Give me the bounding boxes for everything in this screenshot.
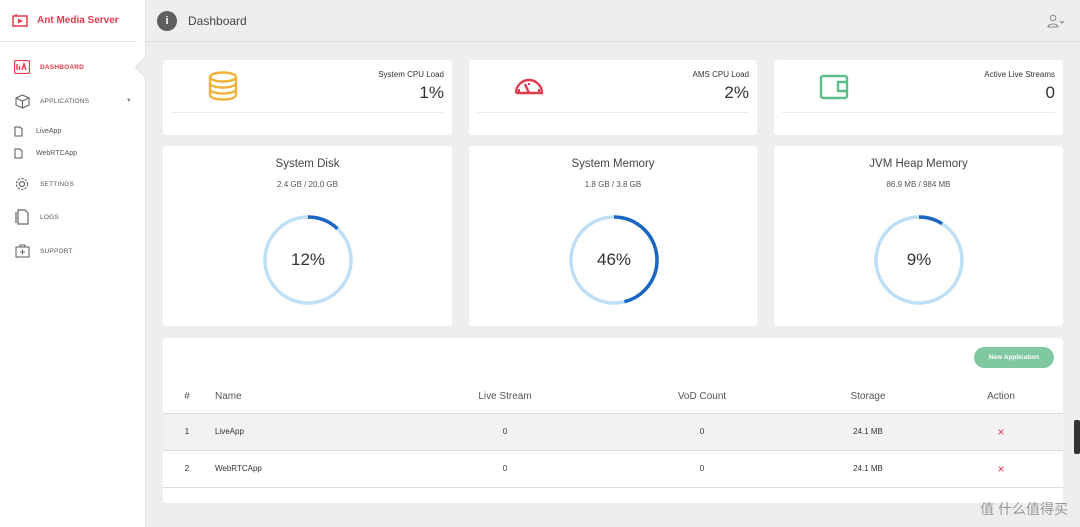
gauge-fill [569,215,659,305]
info-button[interactable]: i [157,10,177,31]
stat-card-system-cpu: System CPU Load 1% [163,60,452,135]
stat-label: System CPU Load [378,70,444,79]
row-divider [163,487,1063,488]
cell-storage: 24.1 MB [853,464,883,473]
gear-icon [14,176,30,192]
gauge-title: System Memory [571,158,655,170]
cell-name: LiveApp [215,427,244,436]
cube-icon [14,93,30,109]
new-application-button[interactable]: New Application [974,347,1054,368]
nav-label: DASHBOARD [40,63,85,71]
column-header-index: # [184,391,190,402]
wallet-icon [819,74,849,100]
sidebar-app-label: WebRTCApp [36,150,77,157]
cell-vod-count: 0 [699,427,705,436]
cell-vod-count: 0 [699,464,705,473]
column-header-name: Name [215,391,242,402]
gauge-fill [874,215,964,305]
nav-settings[interactable]: SETTINGS [0,176,146,192]
nav-logs[interactable]: LOGS [0,209,146,225]
nav-applications[interactable]: APPLICATIONS ▼ [0,93,146,109]
brand-logo[interactable]: Ant Media Server [0,0,137,42]
user-menu-icon[interactable] [1047,14,1065,28]
cell-index: 2 [184,464,190,473]
stat-card-live-streams: Active Live Streams 0 [774,60,1063,135]
gauge-value: 12% [290,250,326,269]
divider [171,112,444,113]
gauge-value: 9% [906,250,932,269]
cell-storage: 24.1 MB [853,427,883,436]
nav-support[interactable]: SUPPORT [0,243,146,259]
table-row[interactable]: 2 WebRTCApp 0 0 24.1 MB × [163,451,1063,487]
page-title: Dashboard [188,13,247,28]
nav-label: APPLICATIONS [40,97,90,105]
nav-label: LOGS [40,213,59,221]
gauge-subtitle: 2.4 GB / 20.0 GB [277,180,338,189]
speedometer-icon [514,78,544,95]
stat-label: Active Live Streams [984,70,1055,79]
gauge-subtitle: 1.8 GB / 3.8 GB [584,180,642,189]
file-icon [14,148,24,159]
gauge-card-system-memory: System Memory 1.8 GB / 3.8 GB 46% [469,146,757,326]
table-row[interactable]: 1 LiveApp 0 0 24.1 MB × [163,414,1063,450]
delete-icon[interactable]: × [997,462,1005,476]
divider [477,112,749,113]
stat-label: AMS CPU Load [692,70,749,79]
applications-table-card: New Application # Name Live Stream VoD C… [163,338,1063,503]
support-icon [14,243,30,259]
stat-card-ams-cpu: AMS CPU Load 2% [469,60,757,135]
scrollbar-handle[interactable] [1074,420,1080,454]
header-bar: i Dashboard [146,0,1080,42]
stat-value: 1% [419,83,444,102]
gauge-title: System Disk [275,158,340,170]
nav-label: SETTINGS [40,180,75,188]
file-icon [14,126,24,137]
gauge-subtitle: 86.9 MB / 984 MB [886,180,951,189]
cell-live-stream: 0 [502,464,508,473]
nav-dashboard[interactable]: DASHBOARD [0,59,146,75]
gauge-card-jvm-heap: JVM Heap Memory 86.9 MB / 984 MB 9% [774,146,1063,326]
nav-label: SUPPORT [40,247,73,255]
table-header-divider [163,413,1063,414]
sidebar-app-label: LiveApp [36,128,62,135]
gauge-fill [263,215,353,305]
stat-value: 2% [724,83,749,102]
logs-icon [14,209,30,225]
cell-name: WebRTCApp [215,464,262,473]
row-divider [163,450,1063,451]
gauge-card-system-disk: System Disk 2.4 GB / 20.0 GB 12% [163,146,452,326]
gauge-system-disk: 12% [262,214,354,306]
sidebar-app-liveapp[interactable]: LiveApp [14,126,61,137]
gauge-title: JVM Heap Memory [869,158,968,170]
cell-index: 1 [184,427,190,436]
gauge-system-memory: 46% [568,214,660,306]
cell-live-stream: 0 [502,427,508,436]
ant-logo-icon [12,13,28,27]
column-header-vod-count: VoD Count [677,391,727,402]
column-header-action: Action [987,391,1015,402]
column-header-live-stream: Live Stream [478,391,532,402]
divider [782,112,1055,113]
watermark: 值 什么值得买 [980,501,1068,517]
gauge-value: 46% [596,250,632,269]
sidebar: Ant Media Server DASHBOARD APPLICATIONS … [0,0,158,527]
brand-name: Ant Media Server [37,15,119,26]
stat-value: 0 [1045,83,1055,102]
chevron-down-icon: ▼ [125,98,132,104]
sidebar-app-webrtcapp[interactable]: WebRTCApp [14,148,77,159]
dashboard-icon [14,59,30,75]
database-icon [208,71,238,101]
delete-icon[interactable]: × [997,425,1005,439]
column-header-storage: Storage [850,391,886,402]
gauge-jvm-heap: 9% [873,214,965,306]
